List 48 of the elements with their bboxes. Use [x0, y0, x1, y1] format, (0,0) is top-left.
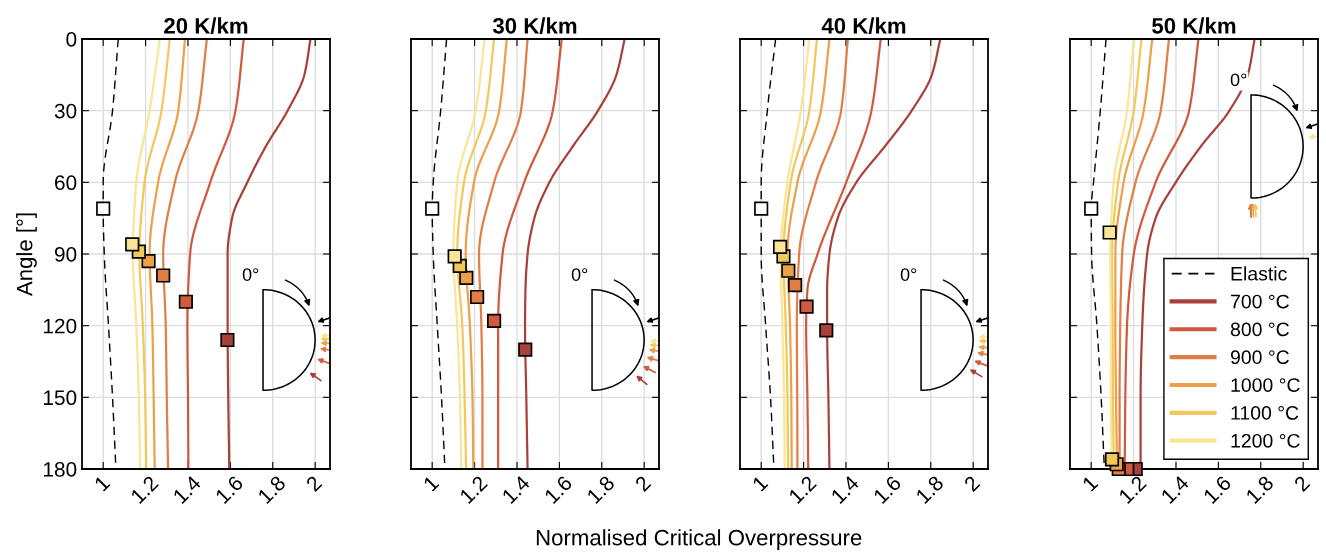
x-tick-label: 1 [1081, 475, 1099, 492]
x-tick-label: 1 [422, 475, 440, 492]
x-tick-label: 1.8 [1245, 474, 1275, 505]
x-tick-label: 1.6 [1202, 474, 1232, 505]
legend-label: 900 °C [1230, 350, 1289, 365]
x-tick-label: 1.2 [1118, 474, 1147, 504]
x-tick-label: 2 [305, 474, 323, 492]
y-tick-label: 30 [54, 103, 77, 119]
y-tick-label: 150 [43, 390, 77, 406]
annotation: 0° [900, 268, 917, 281]
y-tick-label: 90 [54, 247, 77, 262]
x-tick-label: 1.4 [830, 474, 860, 504]
legend-label: 700 °C [1231, 294, 1289, 309]
x-tick-label: 1.2 [788, 474, 817, 504]
chart-title: 20 K/km [164, 17, 248, 34]
x-tick-label: 1 [751, 475, 769, 492]
x-tick-label: 2 [1293, 474, 1311, 492]
x-tick-label: 1.4 [1160, 474, 1190, 504]
annotation: 0° [242, 268, 259, 281]
x-tick-label: 1.6 [543, 474, 573, 505]
y-tick-label: 0 [66, 32, 77, 47]
x-tick-label: 2 [963, 474, 981, 492]
x-tick-label: 1.2 [459, 474, 488, 504]
legend-label: Elastic [1231, 266, 1287, 281]
x-tick-label: 1.2 [130, 474, 159, 504]
x-tick-label: 2 [634, 474, 652, 492]
legend-label: 1100 °C [1231, 406, 1299, 420]
x-tick-label: 1.8 [586, 474, 616, 505]
x-axis-title: Normalised Critical Overpressure [536, 529, 862, 550]
annotation: 0° [571, 268, 588, 281]
x-tick-label: 1.8 [915, 474, 945, 505]
y-tick-label: 60 [55, 175, 77, 191]
chart-title: 30 K/km [492, 17, 577, 34]
y-axis-title: Angle [°] [16, 213, 37, 297]
x-tick-label: 1.4 [501, 474, 531, 504]
y-tick-label: 120 [43, 318, 77, 334]
y-tick-label: 180 [43, 462, 77, 477]
x-tick-label: 1.6 [214, 474, 244, 505]
x-tick-label: 1.8 [257, 474, 287, 505]
x-tick-label: 1 [93, 475, 111, 492]
x-tick-label: 1.6 [872, 474, 902, 505]
legend-label: 1200 °C [1231, 433, 1300, 448]
chart-title: 40 K/km [821, 17, 906, 34]
annotation: 0° [1230, 73, 1247, 87]
x-tick-label: 1.4 [172, 474, 202, 504]
legend-label: 800 °C [1230, 322, 1289, 337]
legend-label: 1000 °C [1231, 378, 1300, 392]
chart-title: 50 K/km [1152, 17, 1236, 34]
